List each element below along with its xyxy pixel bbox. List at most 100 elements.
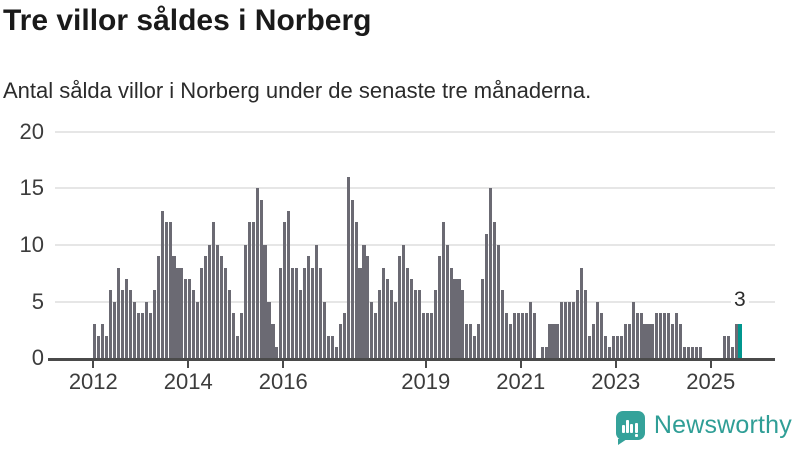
x-axis-tick (424, 361, 427, 369)
bar (259, 199, 263, 359)
bar (726, 335, 730, 359)
bar (504, 312, 509, 359)
bar (136, 312, 140, 359)
bar (698, 346, 702, 359)
bar (734, 324, 738, 359)
bar (405, 267, 410, 359)
bar (592, 324, 596, 359)
bar (572, 301, 576, 359)
bar (164, 222, 168, 359)
x-axis-tick-label: 2012 (68, 369, 118, 395)
bar (615, 335, 619, 359)
x-axis-line (48, 358, 775, 362)
bar (172, 256, 176, 359)
bar (366, 256, 370, 359)
x-axis-tick (282, 361, 285, 369)
bar (520, 312, 524, 359)
bar (421, 312, 425, 359)
bar (568, 301, 572, 359)
bar (128, 290, 132, 359)
bar (580, 267, 584, 359)
bar-highlighted-latest (738, 324, 742, 359)
bar (176, 267, 180, 359)
bar (603, 335, 607, 359)
bar (394, 301, 398, 359)
bar (350, 199, 354, 359)
bar (144, 301, 148, 359)
bar (655, 312, 659, 359)
bar (413, 290, 417, 359)
bar (457, 278, 461, 359)
bar (188, 278, 192, 359)
bar (390, 290, 394, 359)
bar (299, 290, 303, 359)
x-axis-tick-label: 2019 (401, 369, 451, 395)
bar (611, 335, 615, 359)
bar (469, 324, 473, 359)
bar (595, 301, 600, 359)
bar (247, 222, 251, 359)
bar (548, 324, 552, 359)
bar (489, 188, 493, 359)
bar (204, 256, 208, 359)
bar (374, 312, 378, 359)
gridline-y10 (55, 243, 775, 246)
newsworthy-chart-bubble-icon (615, 410, 645, 445)
newsworthy-logo[interactable]: Newsworthy (615, 408, 792, 445)
bar (663, 312, 667, 359)
y-axis-tick-label: 15 (19, 175, 44, 201)
bar (121, 290, 125, 359)
bar (540, 346, 544, 359)
x-axis-tick-label: 2014 (163, 369, 213, 395)
bar (275, 346, 279, 359)
bar (694, 346, 698, 359)
bar (283, 222, 287, 359)
x-axis-tick (709, 361, 712, 369)
bar (295, 267, 299, 359)
bar (208, 244, 212, 359)
bar (619, 335, 623, 359)
bar (631, 301, 635, 359)
bar (524, 312, 528, 359)
bar (310, 267, 315, 359)
bar (635, 312, 639, 359)
bar (552, 324, 556, 359)
bar (627, 324, 631, 359)
bar (113, 301, 117, 359)
bar (429, 312, 433, 359)
bar (200, 267, 204, 359)
bar (97, 335, 101, 359)
bar (417, 290, 421, 359)
bar (453, 278, 457, 359)
bar (223, 267, 227, 359)
bar (334, 346, 338, 359)
gridline-y15 (55, 187, 775, 190)
bar (639, 312, 643, 359)
bar (508, 324, 512, 359)
y-axis-tick-label: 20 (19, 118, 44, 144)
bar (477, 324, 481, 359)
bar (584, 290, 588, 359)
y-axis-tick-label: 0 (31, 345, 44, 371)
bar (93, 324, 97, 359)
x-axis-tick-label: 2023 (591, 369, 641, 395)
y-axis-tick-label: 10 (19, 231, 44, 257)
bar (109, 290, 113, 359)
bar (402, 244, 406, 359)
bar (647, 324, 651, 359)
bar (192, 290, 196, 359)
bar (687, 346, 691, 359)
bar (255, 188, 259, 359)
bar (445, 244, 449, 359)
bar (690, 346, 695, 359)
bar (279, 267, 283, 359)
bar (730, 346, 734, 359)
bar (409, 278, 414, 359)
bar (679, 324, 683, 359)
bar (358, 267, 362, 359)
bar (184, 278, 188, 359)
bar (671, 324, 675, 359)
bar (675, 312, 679, 359)
bar (322, 301, 326, 359)
bar (643, 324, 647, 359)
